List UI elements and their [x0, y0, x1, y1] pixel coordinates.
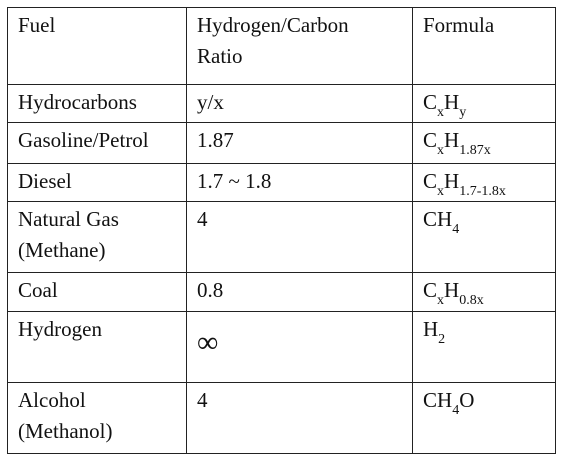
formula-c: C [423, 128, 437, 152]
ratio-cell: 4 [187, 383, 413, 454]
fuel-cell: Hydrogen [8, 312, 187, 383]
fuel-name-detail: (Methanol) [18, 416, 176, 447]
formula-h: H [444, 90, 459, 114]
formula-h: H [444, 278, 459, 302]
formula-c-subscript: 4 [452, 222, 459, 237]
formula-c: C [423, 278, 437, 302]
formula-c-subscript: 4 [452, 403, 459, 418]
formula-cell: CxHy [413, 85, 556, 123]
fuel-name: Hydrocarbons [18, 90, 137, 114]
fuel-cell: Diesel [8, 164, 187, 202]
fuel-name: Hydrogen [18, 317, 102, 341]
infinity-symbol: ∞ [197, 328, 218, 358]
fuel-cell: Hydrocarbons [8, 85, 187, 123]
formula-cell: H2 [413, 312, 556, 383]
fuel-name: Coal [18, 278, 58, 302]
table-row: Hydrogen ∞ H2 [8, 312, 556, 383]
formula-c: CH [423, 388, 452, 412]
ratio-cell: 1.7 ~ 1.8 [187, 164, 413, 202]
table-row: Gasoline/Petrol 1.87 CxH1.87x [8, 123, 556, 164]
table-row: Alcohol (Methanol) 4 CH4O [8, 383, 556, 454]
formula-h-subscript: y [459, 105, 466, 120]
formula-c-subscript: x [437, 293, 444, 308]
header-formula-text: Formula [423, 13, 494, 37]
formula-c-subscript: x [437, 184, 444, 199]
fuel-name: Gasoline/Petrol [18, 128, 149, 152]
ratio-cell: 1.87 [187, 123, 413, 164]
fuel-cell: Gasoline/Petrol [8, 123, 187, 164]
formula-h-subscript: 0.8x [459, 293, 484, 308]
fuel-cell: Natural Gas (Methane) [8, 202, 187, 273]
ratio-cell: y/x [187, 85, 413, 123]
formula-h: H [444, 128, 459, 152]
formula-c-subscript: 2 [438, 332, 445, 347]
formula-cell: CH4O [413, 383, 556, 454]
ratio-value: 4 [197, 388, 208, 412]
fuel-name: Alcohol [18, 385, 176, 416]
ratio-value: y/x [197, 90, 224, 114]
fuel-cell: Coal [8, 273, 187, 312]
ratio-value: 1.87 [197, 128, 234, 152]
ratio-cell: ∞ [187, 312, 413, 383]
ratio-cell: 4 [187, 202, 413, 273]
formula-c-subscript: x [437, 143, 444, 158]
formula-h-subscript: 1.7-1.8x [459, 184, 506, 199]
ratio-value: 1.7 ~ 1.8 [197, 169, 271, 193]
header-ratio: Hydrogen/Carbon Ratio [187, 8, 413, 85]
formula-c: H [423, 317, 438, 341]
ratio-value: 4 [197, 207, 208, 231]
formula-c: C [423, 90, 437, 114]
formula-cell: CxH1.7-1.8x [413, 164, 556, 202]
formula-c-subscript: x [437, 105, 444, 120]
table-row: Hydrocarbons y/x CxHy [8, 85, 556, 123]
fuel-comparison-table: Fuel Hydrogen/Carbon Ratio Formula Hydro… [7, 7, 556, 454]
formula-cell: CH4 [413, 202, 556, 273]
formula-c: CH [423, 207, 452, 231]
formula-h-subscript: 1.87x [459, 143, 491, 158]
table-row: Coal 0.8 CxH0.8x [8, 273, 556, 312]
formula-h: H [444, 169, 459, 193]
fuel-name: Natural Gas [18, 204, 176, 235]
fuel-name-detail: (Methane) [18, 235, 176, 266]
header-ratio-line1: Hydrogen/Carbon [197, 10, 402, 41]
formula-cell: CxH0.8x [413, 273, 556, 312]
formula-cell: CxH1.87x [413, 123, 556, 164]
formula-h: O [459, 388, 474, 412]
header-fuel-text: Fuel [18, 13, 55, 37]
header-ratio-line2: Ratio [197, 41, 402, 72]
formula-c: C [423, 169, 437, 193]
header-fuel: Fuel [8, 8, 187, 85]
ratio-cell: 0.8 [187, 273, 413, 312]
table-row: Natural Gas (Methane) 4 CH4 [8, 202, 556, 273]
table-header-row: Fuel Hydrogen/Carbon Ratio Formula [8, 8, 556, 85]
header-formula: Formula [413, 8, 556, 85]
table-row: Diesel 1.7 ~ 1.8 CxH1.7-1.8x [8, 164, 556, 202]
fuel-name: Diesel [18, 169, 72, 193]
ratio-value: 0.8 [197, 278, 223, 302]
fuel-cell: Alcohol (Methanol) [8, 383, 187, 454]
